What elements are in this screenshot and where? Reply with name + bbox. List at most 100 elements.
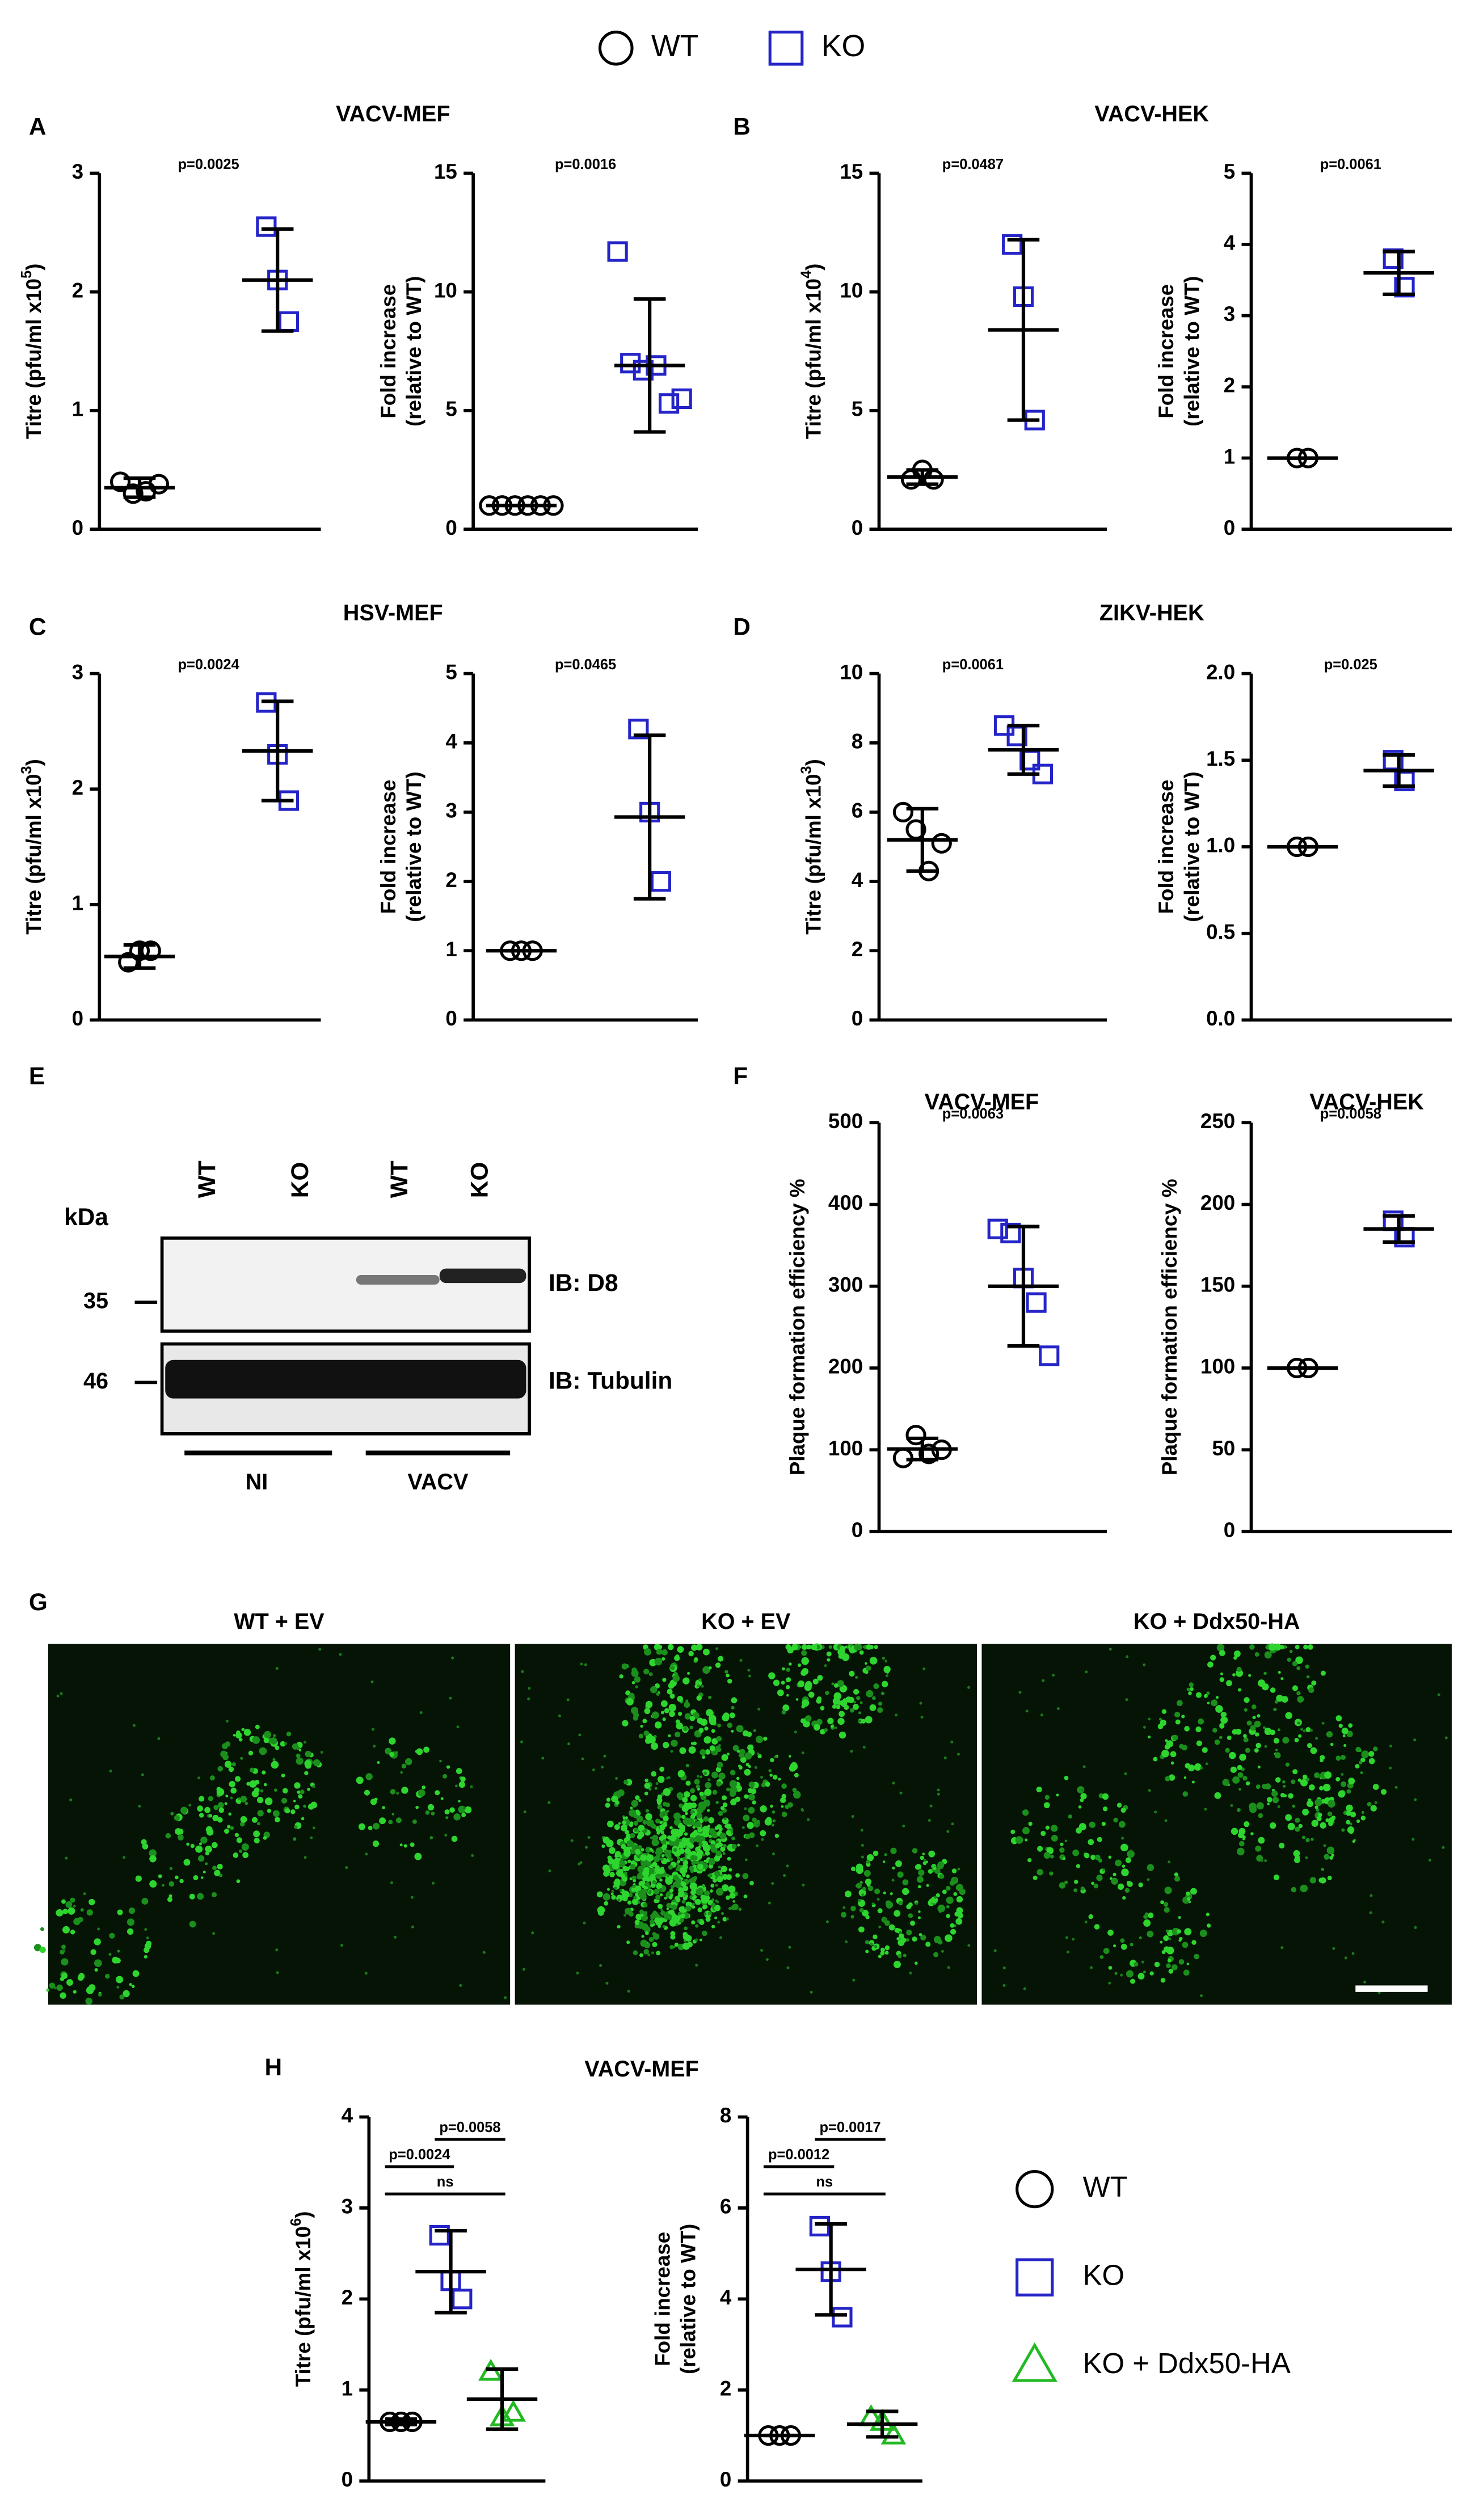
fluorescence-dot xyxy=(418,1789,425,1797)
fluorescence-dot xyxy=(836,1704,841,1709)
fluorescence-dot xyxy=(648,1936,654,1942)
fluorescence-dot xyxy=(693,1876,698,1881)
fluorescence-dot xyxy=(669,1888,674,1893)
fluorescence-dot xyxy=(1147,1930,1154,1938)
fluorescence-dot xyxy=(715,1884,718,1887)
fluorescence-dot xyxy=(717,1762,723,1768)
fluorescence-dot xyxy=(668,1682,675,1689)
fluorescence-dot xyxy=(292,1743,299,1750)
fluorescence-dot xyxy=(358,1823,365,1830)
fluorescence-dot xyxy=(874,1645,878,1649)
lane-label: WT xyxy=(193,1160,220,1198)
fluorescence-dot xyxy=(612,1862,620,1870)
fluorescence-dot xyxy=(946,1885,951,1891)
fluorescence-dot xyxy=(715,1801,719,1804)
fluorescence-dot xyxy=(669,1711,675,1717)
fluorescence-dot xyxy=(679,1815,682,1818)
fluorescence-dot xyxy=(629,1877,633,1881)
comparison-label: p=0.0058 xyxy=(439,2120,500,2135)
fluorescence-dot xyxy=(256,1797,264,1804)
fluorescence-dot xyxy=(897,1954,902,1958)
fluorescence-dot xyxy=(652,1880,656,1884)
fluorescence-dot xyxy=(451,1656,454,1660)
fluorescence-dot xyxy=(852,1978,856,1982)
fluorescence-dot xyxy=(702,1830,707,1835)
fluorescence-dot xyxy=(263,1737,269,1744)
fluorescence-dot xyxy=(1263,1671,1267,1675)
fluorescence-dot xyxy=(689,1725,693,1729)
fluorescence-dot xyxy=(389,1737,396,1745)
y-tick-label: 6 xyxy=(720,2195,731,2218)
fluorescence-dot xyxy=(719,1656,723,1660)
fluorescence-dot xyxy=(644,1737,652,1744)
fluorescence-dot xyxy=(251,1817,258,1823)
fluorescence-dot xyxy=(395,1817,402,1823)
fluorescence-dot xyxy=(747,1744,754,1751)
fluorescence-dot xyxy=(765,1782,770,1787)
fluorescence-dot xyxy=(643,1911,648,1915)
fluorescence-dot xyxy=(950,1923,955,1928)
fluorescence-dot xyxy=(850,1906,856,1911)
fluorescence-dot xyxy=(894,1713,898,1717)
fluorescence-dot xyxy=(1256,1802,1264,1810)
fluorescence-dot xyxy=(356,1776,364,1784)
fluorescence-dot xyxy=(228,1812,232,1816)
fluorescence-dot xyxy=(1066,1951,1069,1954)
fluorescence-dot xyxy=(738,1907,742,1911)
y-tick-label: 4 xyxy=(445,729,457,753)
fluorescence-dot xyxy=(1113,1944,1116,1948)
fluorescence-dot xyxy=(946,1914,950,1918)
fluorescence-dot xyxy=(1349,1822,1352,1826)
fluorescence-dot xyxy=(390,1881,394,1885)
fluorescence-dot xyxy=(685,1838,690,1843)
fluorescence-dot xyxy=(666,1809,669,1813)
fluorescence-dot xyxy=(849,1670,855,1677)
fluorescence-dot xyxy=(716,1781,722,1787)
fluorescence-dot xyxy=(745,1763,749,1767)
fluorescence-dot xyxy=(1164,1907,1170,1913)
fluorescence-dot xyxy=(259,1747,267,1755)
fluorescence-dot xyxy=(243,1729,251,1736)
panel-label: B xyxy=(733,113,751,140)
fluorescence-dot xyxy=(1027,1858,1032,1863)
fluorescence-dot xyxy=(918,1933,922,1936)
fluorescence-dot xyxy=(415,1805,419,1809)
fluorescence-dot xyxy=(1235,1728,1242,1735)
fluorescence-dot xyxy=(735,1796,741,1803)
fluorescence-dot xyxy=(716,1736,722,1742)
fluorescence-dot xyxy=(1120,1973,1123,1977)
fluorescence-dot xyxy=(1130,1978,1136,1984)
fluorescence-dot xyxy=(661,1854,665,1858)
fluorescence-dot xyxy=(770,1804,773,1808)
fluorescence-dot xyxy=(602,1893,610,1901)
fluorescence-dot xyxy=(1065,1936,1069,1939)
fluorescence-dot xyxy=(885,1674,888,1678)
fluorescence-dot xyxy=(286,1731,292,1737)
fluorescence-dot xyxy=(682,1932,688,1937)
fluorescence-dot xyxy=(1113,1817,1118,1823)
fluorescence-dot xyxy=(1063,1857,1066,1860)
fluorescence-dot xyxy=(631,1888,635,1892)
fluorescence-dot xyxy=(751,1788,757,1795)
fluorescence-dot xyxy=(690,1889,696,1896)
fluorescence-dot xyxy=(900,1937,907,1943)
fluorescence-dot xyxy=(695,1964,698,1967)
fluorescence-dot xyxy=(262,1770,266,1775)
fluorescence-dot xyxy=(305,1750,311,1758)
fluorescence-dot xyxy=(650,1882,656,1888)
fluorescence-dot xyxy=(377,1761,380,1765)
fluorescence-dot xyxy=(1275,1777,1281,1783)
y-tick-label: 0.0 xyxy=(1206,1007,1235,1030)
fluorescence-dot xyxy=(703,1912,707,1915)
fluorescence-dot xyxy=(837,1717,845,1725)
fluorescence-dot xyxy=(1094,1854,1101,1860)
fluorescence-dot xyxy=(1374,1801,1377,1804)
fluorescence-dot xyxy=(611,1895,616,1900)
panel-label: G xyxy=(29,1589,48,1615)
fluorescence-dot xyxy=(56,1694,60,1698)
panel-title: VACV-MEF xyxy=(336,102,450,126)
y-tick-label: 3 xyxy=(445,799,457,822)
fluorescence-dot xyxy=(1163,1902,1169,1907)
fluorescence-dot xyxy=(730,1799,737,1806)
y-tick-label: 100 xyxy=(1200,1355,1235,1378)
